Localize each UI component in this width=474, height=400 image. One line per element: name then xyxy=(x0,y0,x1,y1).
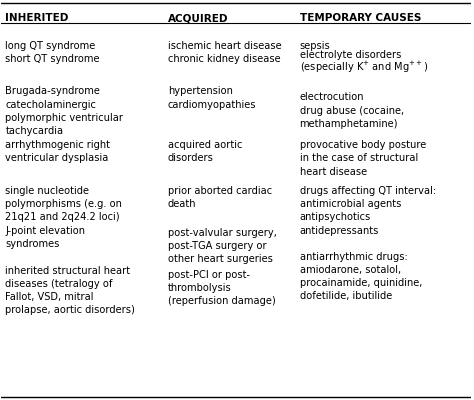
Text: Brugada-syndrome
catecholaminergic
polymorphic ventricular
tachycardia: Brugada-syndrome catecholaminergic polym… xyxy=(5,86,123,136)
Text: (especially K$^{+}$ and Mg$^{++}$): (especially K$^{+}$ and Mg$^{++}$) xyxy=(300,60,428,76)
Text: acquired aortic
disorders: acquired aortic disorders xyxy=(168,140,242,164)
Text: TEMPORARY CAUSES: TEMPORARY CAUSES xyxy=(300,14,421,24)
Text: hypertension
cardiomyopathies: hypertension cardiomyopathies xyxy=(168,86,256,110)
Text: arrhythmogenic right
ventricular dysplasia: arrhythmogenic right ventricular dysplas… xyxy=(5,140,110,164)
Text: long QT syndrome
short QT syndrome: long QT syndrome short QT syndrome xyxy=(5,40,100,64)
Text: ACQUIRED: ACQUIRED xyxy=(168,14,228,24)
Text: INHERITED: INHERITED xyxy=(5,14,69,24)
Text: electrolyte disorders: electrolyte disorders xyxy=(300,50,401,60)
Text: inherited structural heart
diseases (tetralogy of
Fallot, VSD, mitral
prolapse, : inherited structural heart diseases (tet… xyxy=(5,266,135,315)
Text: sepsis: sepsis xyxy=(300,40,330,50)
Text: drugs affecting QT interval:
antimicrobial agents
antipsychotics
antidepressants: drugs affecting QT interval: antimicrobi… xyxy=(300,186,436,236)
Text: post-PCI or post-
thrombolysis
(reperfusion damage): post-PCI or post- thrombolysis (reperfus… xyxy=(168,270,275,306)
Text: ischemic heart disease
chronic kidney disease: ischemic heart disease chronic kidney di… xyxy=(168,40,282,64)
Text: prior aborted cardiac
death: prior aborted cardiac death xyxy=(168,186,272,209)
Text: antiarrhythmic drugs:
amiodarone, sotalol,
procainamide, quinidine,
dofetilide, : antiarrhythmic drugs: amiodarone, sotalo… xyxy=(300,252,422,302)
Text: post-valvular surgery,
post-TGA surgery or
other heart surgeries: post-valvular surgery, post-TGA surgery … xyxy=(168,228,277,264)
Text: electrocution
drug abuse (cocaine,
methamphetamine): electrocution drug abuse (cocaine, metha… xyxy=(300,92,404,129)
Text: single nucleotide
polymorphisms (e.g. on
21q21 and 2q24.2 loci)
J-point elevatio: single nucleotide polymorphisms (e.g. on… xyxy=(5,186,122,249)
Text: provocative body posture
in the case of structural
heart disease: provocative body posture in the case of … xyxy=(300,140,426,177)
